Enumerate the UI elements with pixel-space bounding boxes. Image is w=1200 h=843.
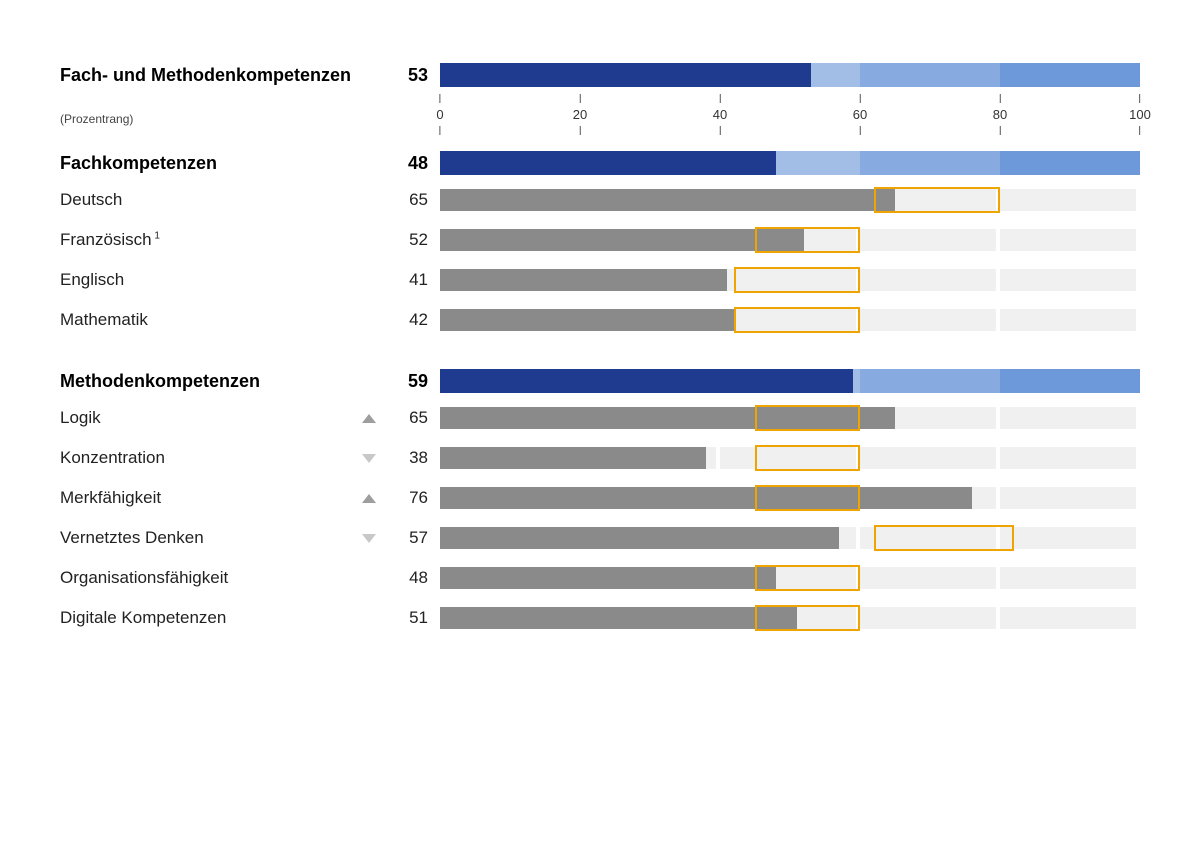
summary-row: Fachkompetenzen 48	[60, 148, 1140, 178]
bar-track	[440, 520, 1140, 556]
bar-track	[440, 560, 1140, 596]
trend-down-icon	[362, 454, 376, 463]
row-value: 48	[390, 568, 440, 588]
detail-row: Organisationsfähigkeit 48	[60, 560, 1140, 596]
bar-track	[440, 366, 1140, 396]
bar-track	[440, 148, 1140, 178]
detail-bar	[440, 487, 972, 509]
row-label: Mathematik	[60, 310, 148, 330]
row-label: Deutsch	[60, 190, 122, 210]
axis-tick: 40	[713, 94, 727, 135]
bar-track	[440, 480, 1140, 516]
row-value: 65	[390, 190, 440, 210]
row-value: 76	[390, 488, 440, 508]
detail-row: Deutsch 65	[60, 182, 1140, 218]
trend-up-icon	[362, 414, 376, 423]
row-label: Logik	[60, 408, 101, 428]
row-label: Konzentration	[60, 448, 165, 468]
bar-track	[440, 600, 1140, 636]
target-range	[755, 485, 860, 511]
row-label: Methodenkompetenzen	[60, 371, 260, 392]
bar-track	[440, 400, 1140, 436]
detail-row: Englisch 41	[60, 262, 1140, 298]
row-value: 38	[390, 448, 440, 468]
row-value: 52	[390, 230, 440, 250]
detail-bar	[440, 309, 734, 331]
row-value: 53	[390, 65, 440, 86]
summary-bar	[440, 151, 776, 175]
target-range	[734, 267, 860, 293]
axis-tick: 100	[1129, 94, 1151, 135]
target-range	[874, 525, 1014, 551]
axis-tick: 60	[853, 94, 867, 135]
summary-bar	[440, 63, 811, 87]
axis-tick: 20	[573, 94, 587, 135]
trend-up-icon	[362, 494, 376, 503]
target-range	[755, 405, 860, 431]
row-label: Englisch	[60, 270, 124, 290]
axis-tick: 0	[436, 94, 443, 135]
target-range	[734, 307, 860, 333]
detail-bar	[440, 447, 706, 469]
row-value: 59	[390, 371, 440, 392]
bar-track	[440, 222, 1140, 258]
summary-bar	[440, 369, 853, 393]
detail-row: Merkfähigkeit 76	[60, 480, 1140, 516]
row-value: 51	[390, 608, 440, 628]
row-value: 65	[390, 408, 440, 428]
row-label: Französisch 1	[60, 230, 160, 250]
row-value: 41	[390, 270, 440, 290]
axis-tick: 80	[993, 94, 1007, 135]
detail-row: Französisch 1 52	[60, 222, 1140, 258]
row-label: Digitale Kompetenzen	[60, 608, 226, 628]
detail-bar	[440, 269, 727, 291]
competency-chart: Fach- und Methodenkompetenzen 53 (Prozentr…	[60, 60, 1140, 636]
detail-bar	[440, 527, 839, 549]
row-label: Organisationsfähigkeit	[60, 568, 228, 588]
axis-row: (Prozentrang)020406080100	[60, 94, 1140, 144]
row-value: 42	[390, 310, 440, 330]
detail-row: Vernetztes Denken 57	[60, 520, 1140, 556]
detail-bar	[440, 567, 776, 589]
row-label: Fach- und Methodenkompetenzen	[60, 65, 351, 86]
summary-row: Fach- und Methodenkompetenzen 53	[60, 60, 1140, 90]
target-range	[874, 187, 1000, 213]
detail-row: Konzentration 38	[60, 440, 1140, 476]
bar-track	[440, 60, 1140, 90]
bar-track	[440, 182, 1140, 218]
target-range	[755, 227, 860, 253]
detail-bar	[440, 607, 797, 629]
trend-down-icon	[362, 534, 376, 543]
row-label: Fachkompetenzen	[60, 153, 217, 174]
row-value: 48	[390, 153, 440, 174]
bar-track	[440, 262, 1140, 298]
target-range	[755, 605, 860, 631]
detail-bar	[440, 229, 804, 251]
row-value: 57	[390, 528, 440, 548]
summary-row: Methodenkompetenzen 59	[60, 366, 1140, 396]
detail-row: Logik 65	[60, 400, 1140, 436]
bar-track	[440, 302, 1140, 338]
row-label: Merkfähigkeit	[60, 488, 161, 508]
detail-bar	[440, 189, 895, 211]
target-range	[755, 445, 860, 471]
detail-row: Mathematik 42	[60, 302, 1140, 338]
target-range	[755, 565, 860, 591]
axis-label: (Prozentrang)	[60, 112, 133, 126]
bar-track	[440, 440, 1140, 476]
row-label: Vernetztes Denken	[60, 528, 204, 548]
detail-row: Digitale Kompetenzen 51	[60, 600, 1140, 636]
